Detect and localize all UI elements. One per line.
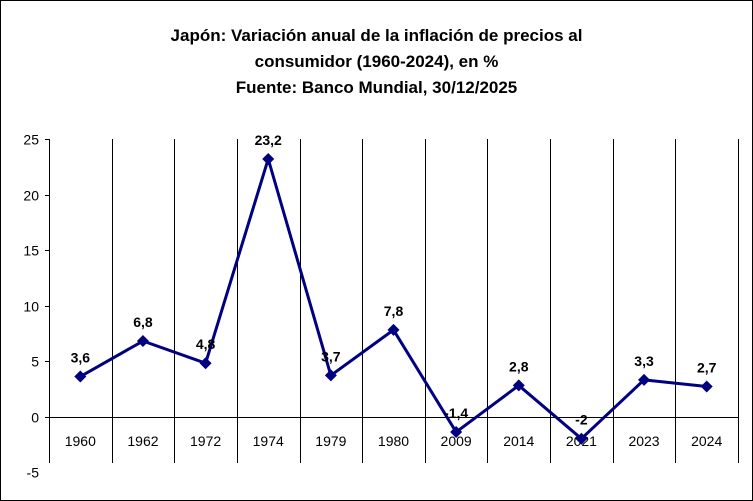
x-tick-label: 1980 xyxy=(378,433,409,449)
y-tick-label: 0 xyxy=(31,410,39,426)
data-label: 23,2 xyxy=(255,132,282,148)
data-label: 6,8 xyxy=(133,314,153,330)
data-label: -1,4 xyxy=(444,405,468,421)
data-label: 3,7 xyxy=(321,348,341,364)
data-label: 2,7 xyxy=(697,360,717,376)
chart-title: Japón: Variación anual de la inflación d… xyxy=(1,23,752,101)
y-tick-label: 25 xyxy=(23,132,39,148)
data-label: 3,6 xyxy=(71,350,91,366)
x-tick-label: 2024 xyxy=(691,433,722,449)
data-point-marker xyxy=(700,380,713,393)
x-tick-label: 1974 xyxy=(253,433,284,449)
y-tick-label: 5 xyxy=(31,354,39,370)
y-tick-label: -5 xyxy=(27,465,40,481)
x-tick-label: 2023 xyxy=(628,433,659,449)
x-tick-label: 1972 xyxy=(190,433,221,449)
x-tick-label: 2014 xyxy=(503,433,534,449)
data-point-marker xyxy=(262,152,275,165)
title-line-1: Japón: Variación anual de la inflación d… xyxy=(170,26,583,45)
data-point-marker xyxy=(199,357,212,370)
data-label: 4,8 xyxy=(196,336,216,352)
title-line-2: consumidor (1960-2024), en % xyxy=(254,52,499,71)
data-label: 2,8 xyxy=(509,358,529,374)
x-tick-label: 1962 xyxy=(127,433,158,449)
data-point-marker xyxy=(575,432,588,445)
x-tick-label: 1960 xyxy=(65,433,96,449)
data-point-marker xyxy=(74,370,87,383)
data-label: -2 xyxy=(575,412,588,428)
x-tick-label: 1979 xyxy=(315,433,346,449)
data-label: 7,8 xyxy=(384,303,404,319)
data-label: 3,3 xyxy=(634,353,654,369)
y-tick-label: 10 xyxy=(23,299,39,315)
data-point-marker xyxy=(136,335,149,348)
y-tick-label: 20 xyxy=(23,188,39,204)
data-point-marker xyxy=(324,369,337,382)
data-point-marker xyxy=(512,379,525,392)
x-tick-label: 2009 xyxy=(441,433,472,449)
title-line-3: Fuente: Banco Mundial, 30/12/2025 xyxy=(235,78,518,97)
data-point-marker xyxy=(638,373,651,386)
y-tick-label: 15 xyxy=(23,243,39,259)
data-point-marker xyxy=(450,426,463,439)
data-point-marker xyxy=(387,323,400,336)
